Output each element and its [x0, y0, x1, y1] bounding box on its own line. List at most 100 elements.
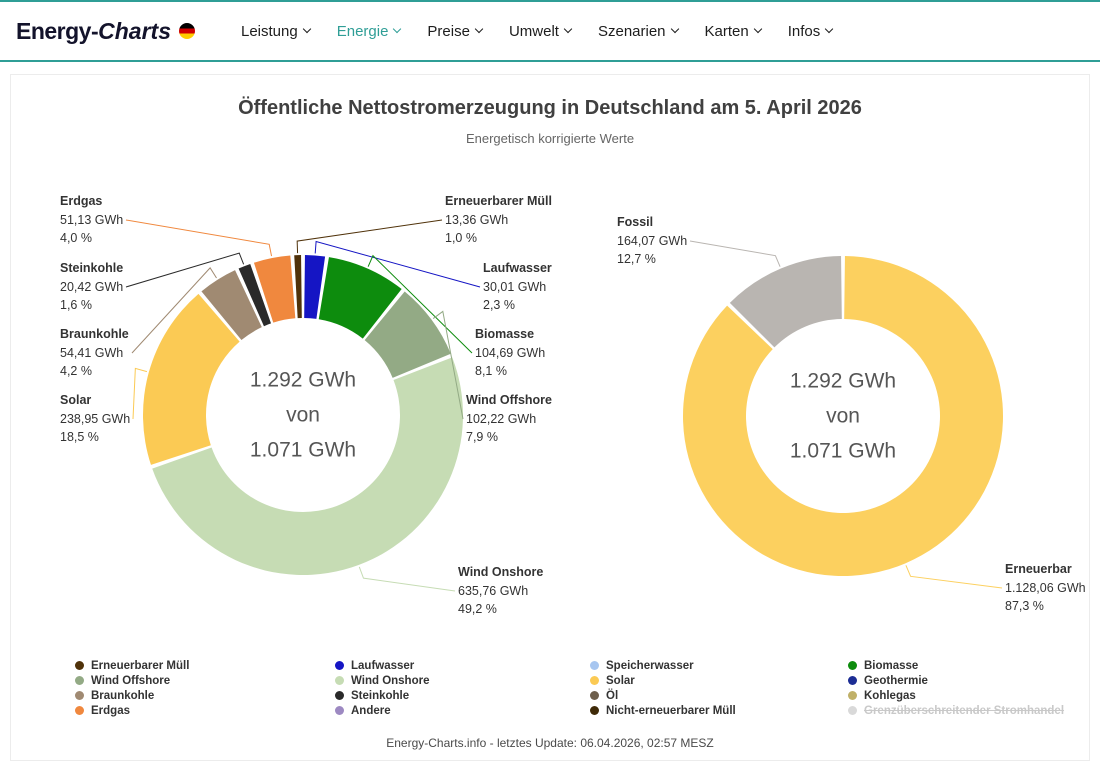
- legend-item-kohlegas[interactable]: Kohlegas: [848, 688, 1089, 703]
- pie-slice-erneuerbar[interactable]: [683, 256, 1003, 576]
- donut-svg: [125, 219, 481, 592]
- slice-label-solar: Solar 238,95 GWh 18,5 %: [60, 393, 131, 444]
- nav-item-leistung[interactable]: Leistung: [241, 23, 311, 40]
- legend-item-speicherwasser[interactable]: Speicherwasser: [590, 658, 848, 673]
- nav-item-szenarien[interactable]: Szenarien: [598, 23, 679, 40]
- pie-slice-wind-onshore[interactable]: [152, 357, 463, 575]
- legend-item-andere[interactable]: Andere: [335, 703, 590, 718]
- last-update-text: - letztes Update: 06.04.2026, 02:57 MESZ: [486, 736, 714, 750]
- legend-item-steinkohle[interactable]: Steinkohle: [335, 688, 590, 703]
- slice-label-steinkohle: Steinkohle 20,42 GWh 1,6 %: [60, 261, 124, 312]
- donut-chart-by-source: 1.292 GWh von 1.071 GWh Erdgas 51,13 GWh…: [31, 186, 566, 644]
- legend-dot: [335, 691, 344, 700]
- legend-item-wind-offshore[interactable]: Wind Offshore: [75, 673, 335, 688]
- legend-dot: [590, 676, 599, 685]
- label-connector-line: [125, 252, 245, 288]
- chevron-down-icon: [474, 24, 484, 34]
- legend-column: Laufwasser Wind Onshore Steinkohle Ander…: [335, 658, 590, 718]
- chevron-down-icon: [393, 24, 402, 34]
- chart-legend: Erneuerbarer Müll Wind Offshore Braunkoh…: [75, 658, 1089, 718]
- label-connector-line: [314, 240, 481, 288]
- legend-dot: [335, 706, 344, 715]
- legend-column: Speicherwasser Solar Öl Nicht-erneuerbar…: [590, 658, 848, 718]
- legend-item-wind-onshore[interactable]: Wind Onshore: [335, 673, 590, 688]
- slice-label-fossil: Fossil 164,07 GWh 12,7 %: [617, 215, 688, 266]
- legend-dot: [75, 676, 84, 685]
- label-connector-line: [296, 219, 443, 254]
- nav-item-umwelt[interactable]: Umwelt: [509, 23, 573, 40]
- pie-slice-erdgas[interactable]: [253, 255, 296, 323]
- energy-charts-info-link[interactable]: Energy-Charts.info: [386, 736, 487, 750]
- label-connector-line: [905, 565, 1003, 589]
- legend-dot: [75, 691, 84, 700]
- logo-text-charts: Charts: [98, 17, 171, 44]
- legend-column: Erneuerbarer Müll Wind Offshore Braunkoh…: [75, 658, 335, 718]
- pie-slice-braunkohle[interactable]: [201, 270, 262, 341]
- chevron-down-icon: [825, 24, 834, 34]
- legend-item-laufwasser[interactable]: Laufwasser: [335, 658, 590, 673]
- legend-dot: [848, 691, 857, 700]
- chart-subtitle: Energetisch korrigierte Werte: [465, 131, 635, 146]
- legend-item-grenzueberschreitender-stromhandel[interactable]: Grenzüberschreitender Stromhandel: [848, 703, 1089, 718]
- slice-label-erneuerbar: Erneuerbar 1.128,06 GWh 87,3 %: [1005, 562, 1086, 613]
- slice-label-biomasse: Biomasse 104,69 GWh 8,1 %: [475, 327, 546, 378]
- slice-label-wind-offshore: Wind Offshore 102,22 GWh 7,9 %: [466, 393, 552, 444]
- legend-item-biomasse[interactable]: Biomasse: [848, 658, 1089, 673]
- legend-item-solar[interactable]: Solar: [590, 673, 848, 688]
- pie-slice-laufwasser[interactable]: [304, 255, 326, 319]
- nav-item-preise[interactable]: Preise: [427, 23, 484, 40]
- label-connector-line: [689, 240, 781, 267]
- charts-area: 1.292 GWh von 1.071 GWh Erdgas 51,13 GWh…: [11, 186, 1089, 644]
- pie-slice-solar[interactable]: [143, 293, 240, 465]
- legend-column: Biomasse Geothermie Kohlegas Grenzübersc…: [848, 658, 1089, 718]
- pie-slice-fossil[interactable]: [729, 256, 842, 348]
- pie-slice-biomasse[interactable]: [318, 257, 402, 339]
- label-connector-line: [125, 219, 273, 257]
- legend-dot: [848, 676, 857, 685]
- legend-dot: [335, 661, 344, 670]
- slice-label-braunkohle: Braunkohle 54,41 GWh 4,2 %: [60, 327, 129, 378]
- legend-dot: [335, 676, 344, 685]
- legend-dot: [75, 706, 84, 715]
- legend-dot: [75, 661, 84, 670]
- energy-charts-logo[interactable]: Energy- Charts: [16, 18, 195, 45]
- legend-dot: [848, 706, 857, 715]
- chevron-down-icon: [563, 24, 573, 34]
- legend-item-braunkohle[interactable]: Braunkohle: [75, 688, 335, 703]
- label-connector-line: [132, 367, 148, 420]
- slice-label-wind-onshore: Wind Onshore 635,76 GWh 49,2 %: [458, 565, 544, 616]
- pie-slice-erneuerbarer-müll[interactable]: [294, 255, 302, 319]
- main-nav: Leistung Energie Preise Umwelt Szenarien…: [241, 23, 834, 40]
- legend-dot: [590, 661, 599, 670]
- pie-slice-wind-offshore[interactable]: [364, 291, 451, 378]
- nav-item-karten[interactable]: Karten: [705, 23, 762, 40]
- donut-center-label: 1.292 GWh von 1.071 GWh: [249, 368, 357, 462]
- legend-item-geothermie[interactable]: Geothermie: [848, 673, 1089, 688]
- page-title: Öffentliche Nettostromerzeugung in Deuts…: [238, 97, 862, 119]
- legend-dot: [590, 706, 599, 715]
- pie-slice-steinkohle[interactable]: [238, 263, 272, 327]
- logo-text-energy: Energy-: [16, 17, 99, 44]
- chart-footer: Energy-Charts.info - letztes Update: 06.…: [11, 736, 1089, 760]
- slice-label-erdgas: Erdgas 51,13 GWh 4,0 %: [60, 194, 124, 245]
- legend-item-erdgas[interactable]: Erdgas: [75, 703, 335, 718]
- legend-dot: [590, 691, 599, 700]
- legend-item-oel[interactable]: Öl: [590, 688, 848, 703]
- label-connector-line: [131, 267, 217, 354]
- chart-card: Öffentliche Nettostromerzeugung in Deuts…: [10, 74, 1090, 761]
- label-connector-line: [358, 566, 456, 592]
- nav-item-infos[interactable]: Infos: [788, 23, 834, 40]
- donut-svg: [683, 240, 1003, 589]
- label-connector-line: [367, 254, 473, 354]
- slice-label-laufwasser: Laufwasser 30,01 GWh 2,3 %: [483, 261, 552, 312]
- german-flag-icon: [179, 23, 195, 39]
- chevron-down-icon: [670, 24, 679, 34]
- legend-item-erneuerbarer-muell[interactable]: Erneuerbarer Müll: [75, 658, 335, 673]
- site-header: Energy- Charts Leistung Energie Preise U…: [0, 0, 1100, 62]
- nav-item-energie[interactable]: Energie: [337, 23, 402, 40]
- donut-center-label: 1.292 GWh von 1.071 GWh: [789, 369, 897, 463]
- chevron-down-icon: [753, 24, 762, 34]
- chevron-down-icon: [302, 24, 311, 34]
- legend-item-nicht-erneuerbarer-muell[interactable]: Nicht-erneuerbarer Müll: [590, 703, 848, 718]
- label-connector-line: [432, 310, 464, 420]
